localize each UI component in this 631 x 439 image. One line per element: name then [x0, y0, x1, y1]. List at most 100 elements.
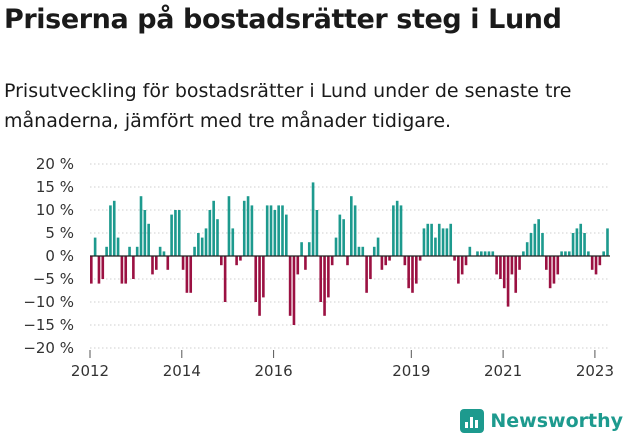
chart-title: Priserna på bostadsrätter steg i Lund [4, 4, 562, 35]
bar [124, 256, 128, 284]
bar [468, 246, 472, 256]
bar [197, 233, 200, 256]
bar [250, 205, 254, 256]
x-tick-label: 2016 [255, 362, 293, 380]
bar [541, 233, 544, 256]
bar [189, 256, 193, 293]
bar [128, 246, 131, 256]
y-tick-label: 20 % [36, 155, 74, 173]
y-tick-label: 15 % [36, 178, 74, 196]
y-tick-label: 10 % [36, 201, 74, 219]
bar [116, 237, 120, 256]
bar [269, 205, 273, 256]
bar [518, 256, 521, 270]
bar [193, 246, 196, 256]
bar [342, 219, 345, 256]
newsworthy-logo-icon [460, 409, 485, 433]
bar [185, 256, 189, 293]
bar [273, 210, 277, 256]
bar [162, 251, 166, 256]
y-tick-label: −5 % [33, 270, 74, 288]
x-tick-label: 2014 [163, 362, 201, 380]
bar [449, 223, 453, 256]
bar [560, 251, 563, 256]
bar [476, 251, 479, 256]
bar [506, 256, 510, 307]
bar [564, 251, 567, 256]
bar [445, 228, 449, 256]
bar [151, 256, 154, 275]
bar [361, 246, 365, 256]
bar [464, 256, 468, 266]
bar [556, 256, 560, 275]
bar [602, 251, 605, 256]
bar [583, 233, 586, 256]
bar [525, 242, 529, 256]
bar [495, 256, 498, 275]
bar [223, 256, 227, 302]
bar [426, 223, 430, 256]
bar [265, 205, 269, 256]
bar [357, 246, 361, 256]
bar [177, 210, 181, 256]
bar [135, 246, 139, 256]
y-tick-label: −10 % [23, 293, 74, 311]
bar [262, 256, 265, 298]
bar [579, 223, 583, 256]
bar [491, 251, 495, 256]
bar [304, 256, 307, 270]
bar [93, 237, 97, 256]
bar [170, 214, 173, 256]
bar [330, 256, 334, 266]
bar [395, 200, 399, 256]
bar [105, 246, 108, 256]
bar [307, 242, 311, 256]
bar [323, 256, 326, 316]
bar [338, 214, 342, 256]
bar [487, 251, 491, 256]
bar [254, 256, 258, 302]
bar [147, 223, 150, 256]
bar [242, 200, 246, 256]
bar [288, 256, 292, 316]
bar [109, 205, 112, 256]
bar [300, 242, 303, 256]
y-tick-label: 0 % [45, 247, 74, 265]
bar [529, 233, 533, 256]
bar [204, 228, 208, 256]
bar [246, 196, 250, 256]
bar [372, 246, 376, 256]
bar [514, 256, 518, 293]
bar [571, 233, 575, 256]
bar [411, 256, 414, 293]
bar [537, 219, 540, 256]
bar [315, 210, 319, 256]
bar [258, 256, 261, 316]
bar [453, 256, 456, 261]
x-tick-label: 2012 [71, 362, 109, 380]
bar [376, 237, 380, 256]
bar-chart: 20 % 15 % 10 % 5 % 0 % −5 % −10 % −15 % −20 % 201… [23, 155, 614, 380]
bar [112, 200, 116, 256]
bar [552, 256, 556, 284]
bar [155, 256, 158, 270]
bar [422, 228, 426, 256]
bar [90, 256, 93, 284]
bar [235, 256, 238, 266]
bar [567, 251, 571, 256]
bar [594, 256, 598, 275]
bar [139, 196, 143, 256]
bar [120, 256, 124, 284]
bar [281, 205, 284, 256]
bar [418, 256, 422, 261]
bar [350, 196, 353, 256]
bar [407, 256, 410, 289]
bar [231, 228, 235, 256]
bar [285, 214, 288, 256]
bar [296, 256, 300, 275]
bar [590, 256, 594, 270]
bar [277, 205, 280, 256]
bar [522, 251, 525, 256]
bar [227, 196, 231, 256]
bar [480, 251, 483, 256]
